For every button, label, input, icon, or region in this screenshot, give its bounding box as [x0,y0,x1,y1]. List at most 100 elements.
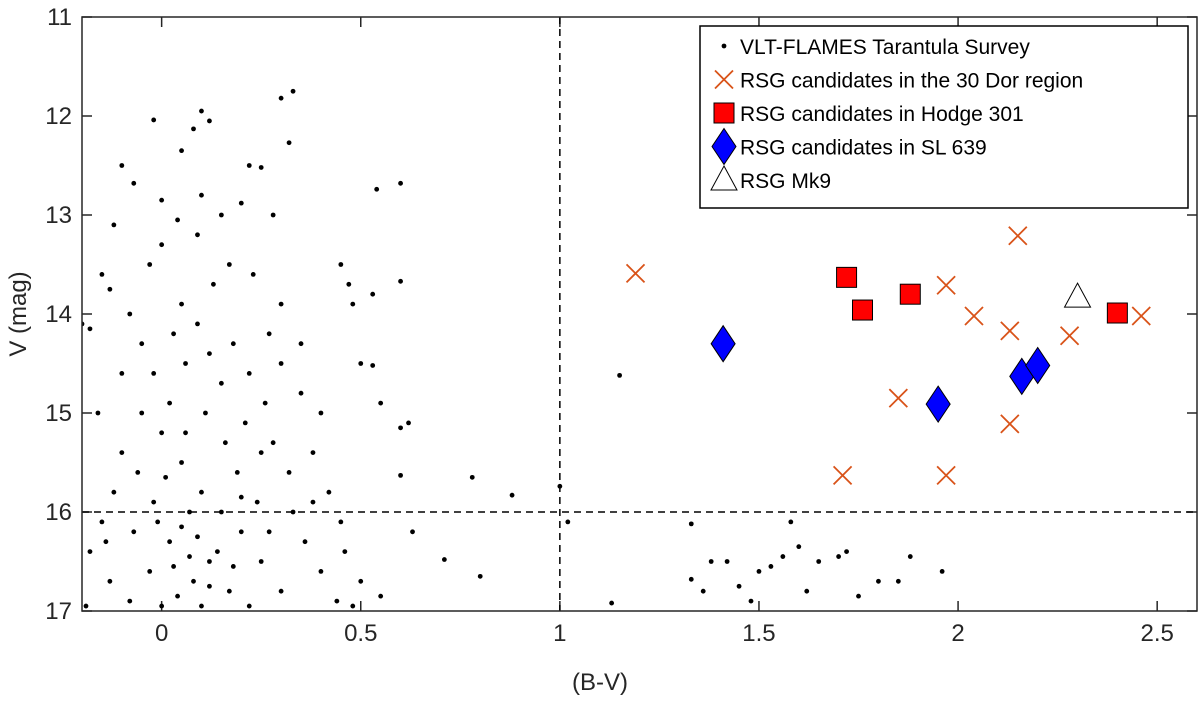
dot [179,460,184,465]
dot [187,509,192,515]
dot [290,88,296,94]
dot [258,450,264,455]
dot [203,410,208,416]
dot [406,420,411,426]
dot [350,301,356,307]
diamond-marker [925,385,951,423]
dot [238,529,244,535]
dot [895,578,901,584]
dot [246,371,252,376]
dot [151,499,157,505]
dot [195,534,200,540]
dot [199,108,204,114]
dot [736,583,742,589]
dot [266,529,272,535]
dot [111,489,117,495]
cross-marker [1059,326,1080,346]
dot [147,569,153,574]
dot [270,440,276,446]
legend-label: VLT-FLAMES Tarantula Survey [740,36,1030,59]
dot [302,539,308,545]
dot [207,351,212,356]
dot [103,539,109,545]
cross-marker [936,465,956,486]
dot [131,180,137,186]
dot [780,554,786,559]
dot [721,43,727,49]
cross-marker [1131,306,1151,326]
y-tick-label: 16 [45,499,72,526]
dot [183,361,188,366]
dot [278,588,284,594]
dot [270,212,276,218]
dot [509,492,515,498]
dot [748,598,754,604]
dot [119,163,125,168]
dot [617,372,622,378]
dot [836,554,842,559]
dot [278,361,284,366]
y-tick-label: 13 [45,202,72,229]
dot [266,331,272,337]
dot [99,272,105,277]
dot [258,165,264,170]
cross-marker [714,69,734,90]
dot [350,603,356,609]
dot [179,148,184,154]
dot [179,524,184,530]
square-marker [713,102,735,124]
dot [218,380,224,386]
dot [378,593,384,599]
dot [338,519,344,525]
dot [171,564,176,569]
dot [111,222,117,228]
dot [218,509,224,515]
dot [195,232,200,238]
diamond-marker [711,127,737,166]
dot [218,212,224,218]
dot [191,578,196,584]
legend-label: RSG candidates in SL 639 [740,137,987,160]
dot [410,529,415,535]
dot [609,600,615,606]
cross-marker [888,388,908,408]
y-tick-label: 14 [45,301,72,328]
dot [326,489,332,495]
dot [139,410,145,416]
dot [358,361,364,366]
dot [195,321,200,327]
dot [171,331,176,337]
cross-marker [964,306,984,326]
dot [199,192,204,198]
dot [159,242,165,248]
dot [119,450,125,455]
dot [441,557,447,562]
dot [557,483,563,489]
cross-marker [936,275,956,295]
dot [370,291,376,297]
dot [127,598,133,604]
y-tick-label: 17 [45,598,72,625]
dot [334,598,340,604]
cross-marker [832,465,853,486]
dot [298,341,304,347]
dot [199,603,204,609]
dot [298,390,304,396]
dot [246,163,252,168]
dot [207,559,212,564]
dot [398,278,403,284]
dot [708,559,714,564]
triangle-marker [710,164,738,191]
legend-label: RSG candidates in the 30 Dor region [740,70,1083,93]
dot [358,578,364,584]
dot [155,519,161,525]
square-marker [899,283,921,305]
plot-area [82,88,1151,609]
diamond-marker [1025,346,1051,385]
dot [398,425,403,431]
dot [374,186,380,192]
dot [95,410,101,416]
dot [907,554,913,559]
dot [183,430,188,436]
dot [278,301,284,307]
